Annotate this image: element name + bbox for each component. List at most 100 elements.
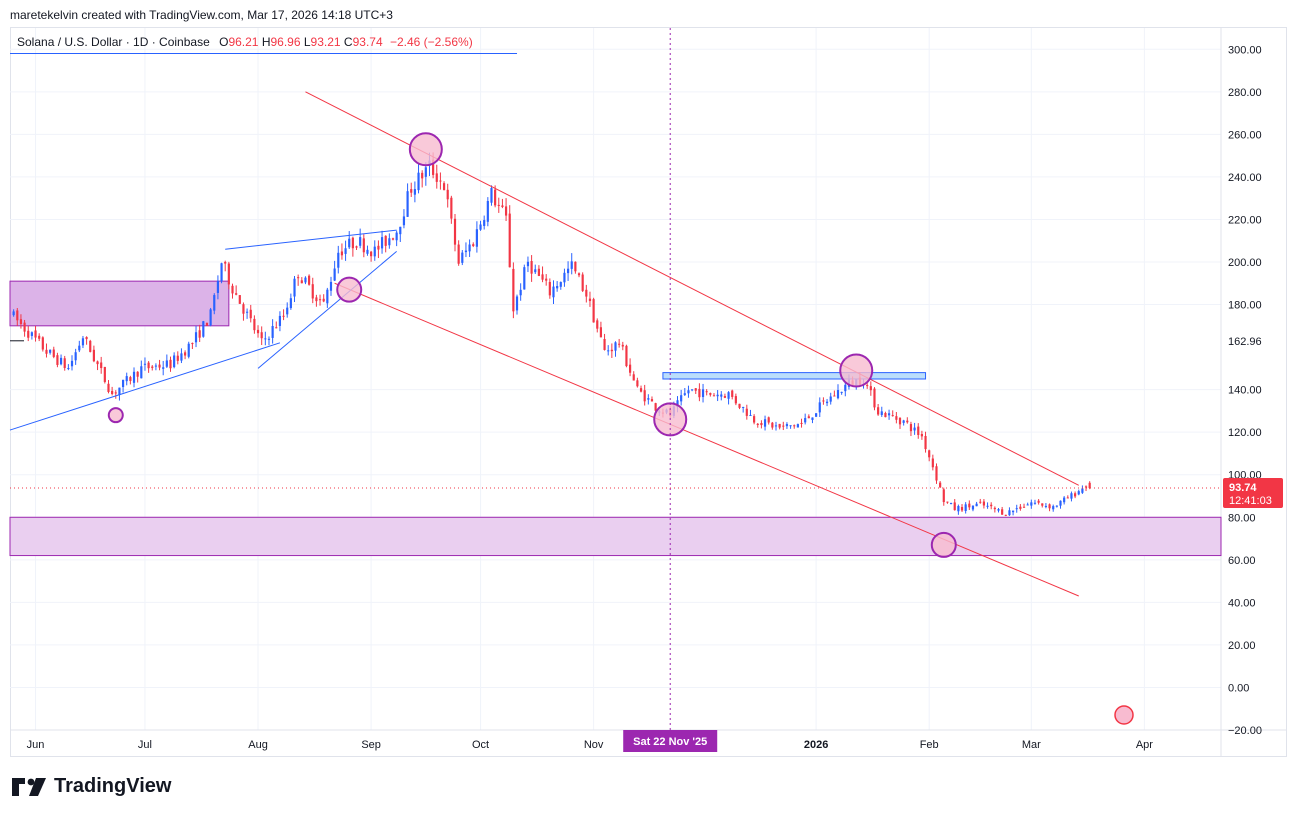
candle-body[interactable]	[103, 366, 106, 382]
candle-body[interactable]	[216, 280, 220, 293]
candle-body[interactable]	[683, 393, 686, 395]
candle-body[interactable]	[260, 332, 263, 339]
candle-body[interactable]	[289, 298, 292, 309]
candle-body[interactable]	[322, 298, 325, 302]
candle-body[interactable]	[840, 391, 843, 393]
candle-body[interactable]	[89, 340, 92, 352]
candle-body[interactable]	[1088, 482, 1091, 489]
candle-body[interactable]	[789, 425, 792, 427]
candle-body[interactable]	[924, 435, 927, 450]
candle-body[interactable]	[701, 389, 705, 398]
candle-body[interactable]	[224, 261, 227, 264]
candle-body[interactable]	[173, 355, 176, 368]
candle-body[interactable]	[158, 364, 161, 368]
highlight-circle[interactable]	[107, 407, 124, 424]
candle-body[interactable]	[453, 218, 457, 245]
candle-body[interactable]	[56, 355, 59, 365]
candle-body[interactable]	[249, 309, 252, 319]
candle-body[interactable]	[238, 295, 241, 304]
candle-body[interactable]	[774, 425, 778, 427]
highlight-circle[interactable]	[336, 276, 363, 303]
candle-body[interactable]	[475, 229, 478, 247]
candle-body[interactable]	[395, 232, 398, 241]
candle-body[interactable]	[811, 417, 814, 420]
candle-body[interactable]	[461, 252, 464, 263]
candle-body[interactable]	[136, 371, 139, 377]
candle-body[interactable]	[74, 352, 77, 361]
candle-body[interactable]	[362, 238, 365, 253]
candle-body[interactable]	[1055, 505, 1058, 507]
candle-body[interactable]	[432, 159, 435, 175]
candle-body[interactable]	[125, 376, 128, 382]
candle-body[interactable]	[231, 285, 234, 294]
candle-body[interactable]	[928, 450, 931, 458]
candle-body[interactable]	[242, 304, 245, 314]
candle-body[interactable]	[771, 422, 774, 428]
candle-body[interactable]	[209, 309, 212, 326]
candle-body[interactable]	[530, 261, 533, 274]
candle-body[interactable]	[286, 307, 289, 315]
candle-body[interactable]	[380, 237, 384, 249]
event-flag-icon[interactable]	[1114, 705, 1134, 725]
candle-body[interactable]	[59, 357, 63, 365]
tradingview-logo[interactable]: TradingView	[12, 775, 171, 798]
candle-body[interactable]	[140, 366, 143, 379]
candle-body[interactable]	[829, 396, 832, 402]
candle-body[interactable]	[180, 353, 183, 361]
candle-body[interactable]	[147, 362, 150, 369]
candle-body[interactable]	[1070, 493, 1073, 499]
candle-body[interactable]	[1059, 500, 1062, 506]
candle-body[interactable]	[873, 388, 876, 408]
candle-body[interactable]	[78, 345, 81, 351]
candle-body[interactable]	[1052, 506, 1055, 510]
candle-body[interactable]	[187, 343, 190, 357]
candle-body[interactable]	[887, 413, 891, 416]
candle-body[interactable]	[949, 503, 953, 505]
candle-body[interactable]	[424, 167, 427, 177]
candle-body[interactable]	[556, 286, 559, 289]
candle-body[interactable]	[1048, 504, 1051, 509]
candle-body[interactable]	[818, 402, 821, 413]
candle-body[interactable]	[413, 189, 416, 195]
candle-body[interactable]	[12, 311, 15, 316]
candle-body[interactable]	[723, 396, 727, 398]
candle-body[interactable]	[417, 172, 420, 191]
candle-body[interactable]	[585, 289, 588, 297]
candle-body[interactable]	[490, 188, 493, 203]
candle-body[interactable]	[191, 343, 194, 345]
candle-body[interactable]	[807, 416, 810, 419]
candle-body[interactable]	[227, 263, 230, 285]
candle-body[interactable]	[213, 295, 216, 311]
candle-body[interactable]	[763, 419, 767, 427]
candle-body[interactable]	[154, 365, 157, 367]
candle-body[interactable]	[483, 220, 486, 226]
candle-body[interactable]	[1081, 488, 1084, 493]
candle-body[interactable]	[526, 261, 530, 267]
candle-body[interactable]	[731, 390, 734, 397]
candle-body[interactable]	[282, 315, 285, 317]
candle-body[interactable]	[599, 327, 603, 338]
candle-body[interactable]	[687, 390, 690, 394]
candle-body[interactable]	[256, 329, 260, 334]
candle-body[interactable]	[278, 315, 282, 326]
candle-body[interactable]	[581, 274, 584, 291]
candle-body[interactable]	[607, 350, 610, 352]
candle-body[interactable]	[194, 332, 198, 343]
candle-body[interactable]	[315, 297, 318, 302]
candle-body[interactable]	[1030, 502, 1033, 506]
candle-body[interactable]	[552, 286, 555, 298]
candle-body[interactable]	[442, 183, 446, 191]
candle-body[interactable]	[909, 424, 913, 432]
candle-body[interactable]	[621, 344, 624, 347]
candle-body[interactable]	[968, 503, 971, 508]
candle-body[interactable]	[705, 391, 708, 393]
candle-body[interactable]	[373, 246, 376, 257]
candle-body[interactable]	[1004, 514, 1007, 516]
candle-body[interactable]	[41, 337, 44, 350]
zone-rectangle[interactable]	[9, 516, 1222, 557]
candle-body[interactable]	[410, 189, 413, 193]
candle-body[interactable]	[990, 504, 993, 507]
candle-body[interactable]	[183, 352, 187, 356]
blue-trendline[interactable]	[225, 229, 397, 250]
candle-body[interactable]	[245, 311, 249, 313]
